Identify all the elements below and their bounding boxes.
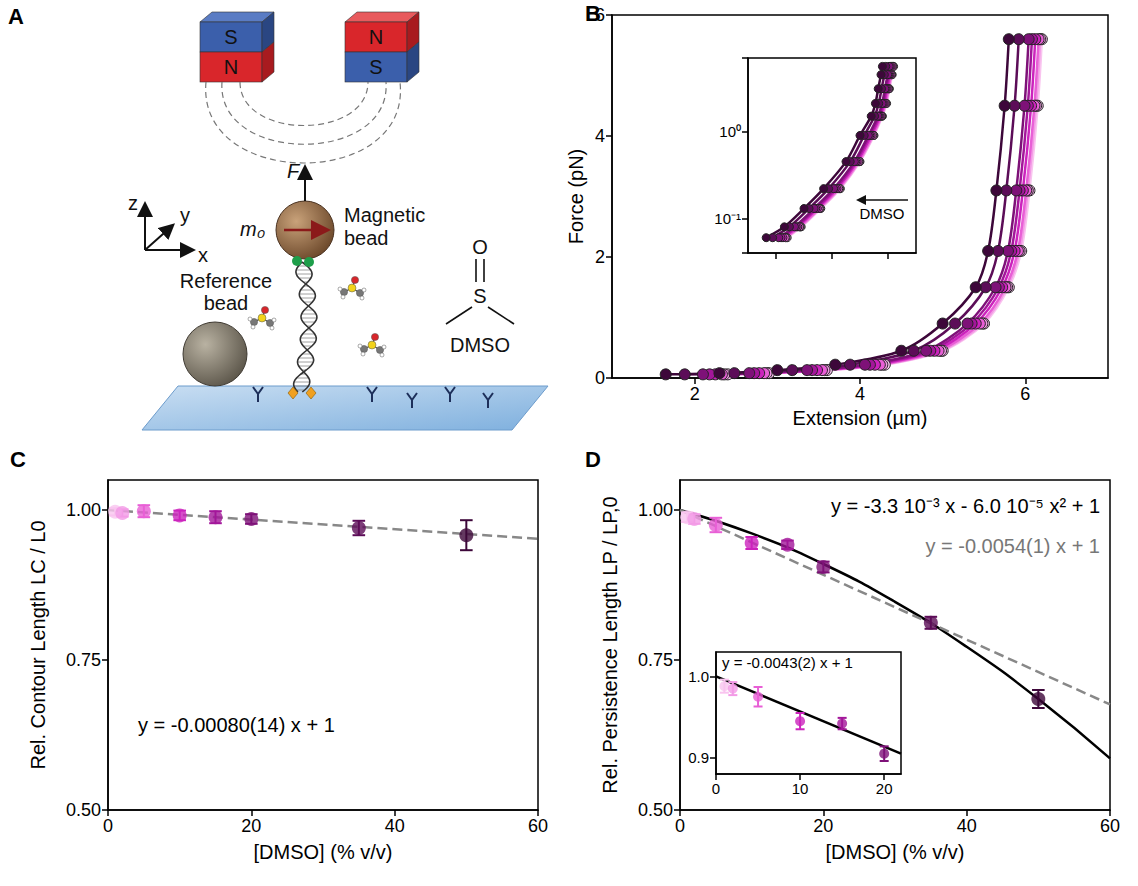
svg-text:D: D [585, 447, 601, 472]
svg-text:[DMSO] (% v/v): [DMSO] (% v/v) [826, 841, 965, 863]
svg-text:1.00: 1.00 [638, 500, 673, 520]
svg-text:N: N [369, 26, 383, 48]
svg-text:10⁰: 10⁰ [719, 123, 741, 140]
svg-text:DMSO: DMSO [860, 205, 905, 222]
svg-text:y = -3.3 10⁻³ x - 6.0 10⁻⁵ x²: y = -3.3 10⁻³ x - 6.0 10⁻⁵ x² + 1 [831, 495, 1100, 517]
svg-text:40: 40 [385, 816, 405, 836]
svg-text:y = -0.00080(14) x + 1: y = -0.00080(14) x + 1 [138, 714, 335, 736]
svg-text:Magnetic: Magnetic [344, 204, 425, 226]
svg-text:60: 60 [528, 816, 548, 836]
svg-text:F: F [287, 160, 301, 182]
svg-text:Rel. Contour Length LC / L0: Rel. Contour Length LC / L0 [27, 520, 49, 769]
svg-text:0: 0 [712, 780, 720, 797]
svg-text:S: S [369, 56, 382, 78]
svg-text:[DMSO] (% v/v): [DMSO] (% v/v) [254, 841, 393, 863]
svg-text:bead: bead [204, 292, 249, 314]
svg-text:40: 40 [957, 816, 977, 836]
svg-text:O: O [472, 236, 488, 258]
svg-text:B: B [585, 1, 601, 26]
svg-text:0: 0 [103, 816, 113, 836]
svg-text:0.9: 0.9 [688, 749, 709, 766]
svg-text:N: N [224, 56, 238, 78]
svg-text:A: A [8, 4, 24, 29]
svg-text:S: S [224, 26, 237, 48]
svg-text:z: z [128, 192, 138, 214]
svg-text:bead: bead [344, 227, 389, 249]
svg-text:0: 0 [675, 816, 685, 836]
svg-text:1.0: 1.0 [688, 668, 709, 685]
svg-text:6: 6 [1020, 384, 1030, 404]
svg-text:C: C [10, 447, 26, 472]
svg-text:0.50: 0.50 [638, 800, 673, 820]
svg-text:Rel. Persistence Length LP / L: Rel. Persistence Length LP / LP,0 [599, 496, 621, 793]
svg-text:m₀: m₀ [240, 218, 265, 240]
svg-text:4: 4 [595, 126, 605, 146]
svg-text:y: y [180, 204, 190, 226]
svg-text:20: 20 [876, 780, 893, 797]
svg-text:Force (pN): Force (pN) [565, 149, 587, 245]
svg-text:0.75: 0.75 [66, 650, 101, 670]
svg-text:0: 0 [595, 368, 605, 388]
svg-text:S: S [473, 285, 486, 307]
svg-text:20: 20 [241, 816, 261, 836]
svg-text:y = -0.0054(1) x + 1: y = -0.0054(1) x + 1 [925, 535, 1100, 557]
svg-text:2: 2 [595, 247, 605, 267]
svg-text:Reference: Reference [180, 270, 272, 292]
svg-text:4: 4 [855, 384, 865, 404]
svg-text:0.75: 0.75 [638, 650, 673, 670]
svg-text:y = -0.0043(2) x + 1: y = -0.0043(2) x + 1 [722, 654, 853, 671]
svg-text:20: 20 [813, 816, 833, 836]
svg-text:Extension (µm): Extension (µm) [793, 407, 928, 429]
svg-text:1.00: 1.00 [66, 500, 101, 520]
svg-text:x: x [198, 244, 208, 266]
svg-text:2: 2 [690, 384, 700, 404]
svg-text:0.50: 0.50 [66, 800, 101, 820]
svg-text:60: 60 [1100, 816, 1120, 836]
svg-text:DMSO: DMSO [450, 334, 510, 356]
svg-text:10: 10 [792, 780, 809, 797]
svg-text:10⁻¹: 10⁻¹ [714, 210, 741, 227]
